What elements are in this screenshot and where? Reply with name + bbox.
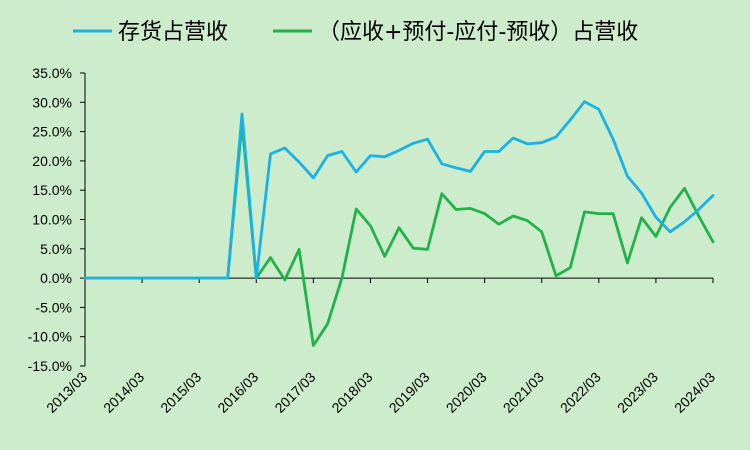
x-tick-label: 2013/03 xyxy=(43,369,90,416)
y-tick-label: 0.0% xyxy=(40,270,72,286)
y-tick-label: 35.0% xyxy=(32,65,72,81)
y-tick-label: 15.0% xyxy=(32,182,72,198)
x-tick-label: 2017/03 xyxy=(271,369,318,416)
y-tick-label: -15.0% xyxy=(28,358,72,374)
x-tick-label: 2024/03 xyxy=(671,369,718,416)
x-tick-label: 2016/03 xyxy=(214,369,261,416)
x-tick-label: 2023/03 xyxy=(614,369,661,416)
legend-label-1: 存货占营收 xyxy=(118,20,228,45)
x-tick-label: 2019/03 xyxy=(386,369,433,416)
legend-label-2: （应收+预付-应付-预收）占营收 xyxy=(318,20,638,45)
series-line-1 xyxy=(83,100,715,280)
x-tick-label: 2015/03 xyxy=(157,369,204,416)
y-tick-label: -5.0% xyxy=(35,299,72,315)
y-tick-label: 25.0% xyxy=(32,124,72,140)
y-tick-label: 20.0% xyxy=(32,153,72,169)
x-tick-label: 2022/03 xyxy=(557,369,604,416)
x-tick-label: 2014/03 xyxy=(100,369,147,416)
x-tick-label: 2020/03 xyxy=(443,369,490,416)
y-tick-label: -10.0% xyxy=(28,329,72,345)
y-tick-label: 30.0% xyxy=(32,94,72,110)
x-tick-label: 2021/03 xyxy=(500,369,547,416)
y-tick-label: 10.0% xyxy=(32,212,72,228)
x-tick-label: 2018/03 xyxy=(328,369,375,416)
y-tick-label: 5.0% xyxy=(40,241,72,257)
